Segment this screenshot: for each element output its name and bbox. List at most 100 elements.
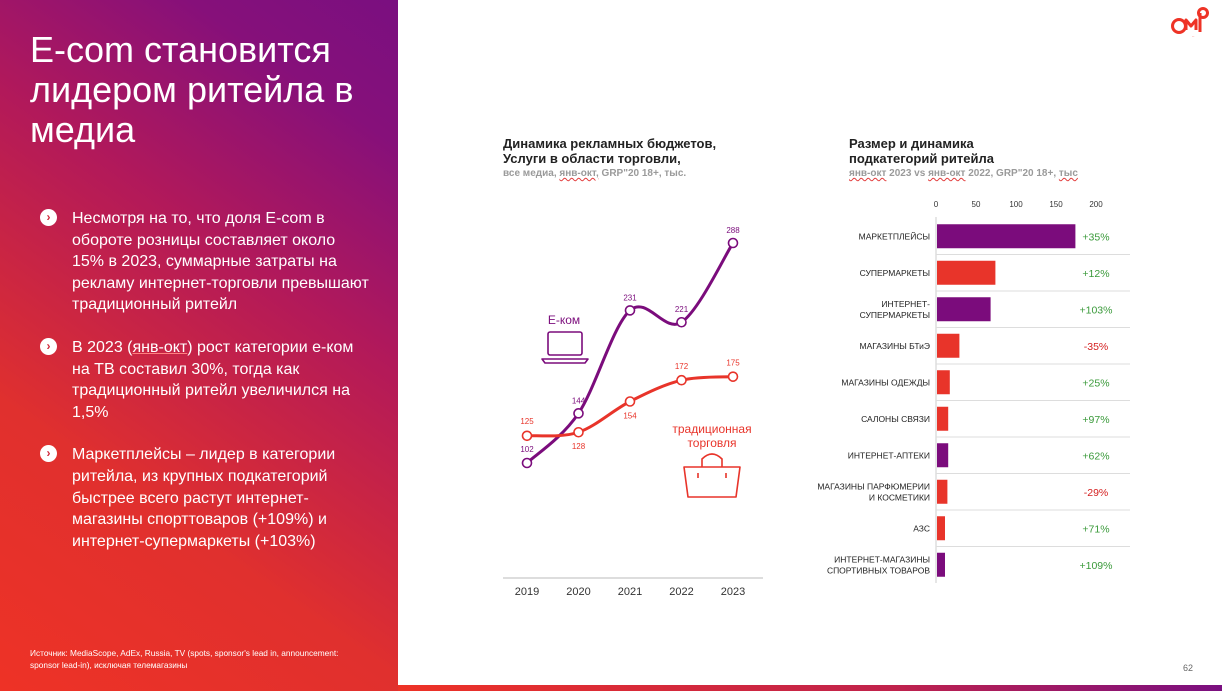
bar (937, 370, 950, 395)
bag-handle (701, 453, 723, 467)
bar (937, 443, 949, 468)
retail-point (521, 430, 533, 442)
bullet-text: Маркетплейсы – лидер в категории ритейла… (72, 446, 336, 550)
retail-data-label: 172 (675, 362, 689, 371)
ecom-point (676, 316, 687, 328)
ecom-data-label: 221 (675, 305, 689, 314)
x-tick-label: 2020 (566, 586, 590, 598)
bar-chart: 0 50 100 150 200 МАРКЕТПЛЕЙСЫ +35% СУПЕРМАРКЕТЫ… (817, 200, 1130, 583)
bullet-item: › В 2023 (янв-окт) рост категории е-ком … (40, 337, 370, 423)
retail-data-label: 154 (623, 411, 637, 420)
ecom-point (727, 237, 739, 249)
left-panel: E-com становится лидером ритейла в медиа… (0, 0, 398, 691)
x-tick-label: 2023 (721, 586, 745, 598)
legend-retail-label-1: традиционная (672, 422, 751, 436)
bar (937, 406, 949, 431)
bar (937, 224, 1076, 249)
page-number: 62 (1183, 663, 1194, 673)
line-chart-title: Динамика рекламных бюджетов, Услуги в об… (503, 136, 773, 181)
retail-point (676, 374, 687, 386)
change-label: +109% (1080, 560, 1113, 572)
x-tick-label: 0 (934, 200, 939, 209)
change-label: -29% (1084, 487, 1109, 499)
ecom-point (573, 408, 584, 419)
retail-data-label: 175 (726, 359, 740, 368)
category-label: ИНТЕРНЕТ- (881, 299, 930, 309)
line-chart-title-1: Динамика рекламных бюджетов, (503, 136, 717, 151)
category-label: СПОРТИВНЫХ ТОВАРОВ (827, 565, 930, 575)
laptop-icon (541, 331, 589, 364)
category-label: СУПЕРМАРКЕТЫ (860, 268, 930, 278)
category-label: МАГАЗИНЫ ОДЕЖДЫ (841, 377, 930, 387)
period-underlined: янв-окт (132, 338, 188, 356)
retail-point (624, 396, 636, 407)
chevron-right-icon: › (40, 337, 57, 355)
category-label: САЛОНЫ СВЯЗИ (861, 414, 930, 424)
x-tick-label: 100 (1009, 200, 1023, 209)
line-chart-title-2: Услуги в области торговли, (503, 151, 681, 166)
line-chart-subtitle: все медиа, янв-окт, GRP"20 18+, тыс. (503, 168, 687, 179)
category-label: И КОСМЕТИКИ (869, 492, 930, 502)
bag-body (683, 466, 741, 498)
retail-point (573, 426, 584, 438)
chevron-right-icon: › (40, 209, 57, 226)
laptop-base (541, 358, 589, 364)
x-tick-label: 150 (1049, 200, 1063, 209)
change-label: +12% (1082, 268, 1109, 280)
bottom-accent-bar (398, 685, 1222, 691)
shopping-bag-icon (683, 453, 741, 498)
bullet-item: › Несмотря на то, что доля E-com в оборо… (40, 208, 370, 316)
omr-logo: ОМР (1171, 7, 1209, 38)
line-chart: 2019 2020 2021 2022 2023 102 144 231 221 288 125 12… (503, 226, 763, 598)
bar (937, 333, 960, 358)
bar-chart-title-2: подкатегорий ритейла (849, 151, 994, 166)
bullet-text: Несмотря на то, что доля E-com в обороте… (72, 210, 369, 314)
chevron-right-icon: › (40, 445, 57, 463)
change-label: +103% (1080, 304, 1113, 316)
laptop-screen (547, 331, 583, 356)
retail-data-label: 125 (520, 417, 534, 426)
ecom-data-label: 288 (726, 226, 740, 235)
legend-retail-label-2: торговля (687, 436, 736, 450)
retail-point (727, 371, 739, 382)
category-label: МАГАЗИНЫ ПАРФЮМЕРИИ (817, 481, 930, 491)
legend-ecom-label: Е-ком (548, 313, 580, 327)
category-label: СУПЕРМАРКЕТЫ (860, 310, 930, 320)
change-label: +71% (1082, 523, 1109, 535)
bar (937, 297, 991, 322)
ecom-data-label: 144 (572, 396, 586, 405)
bar-chart-title-1: Размер и динамика (849, 136, 974, 151)
change-label: +97% (1082, 414, 1109, 426)
ecom-point (624, 305, 636, 316)
bar (937, 479, 948, 504)
bar (937, 260, 996, 285)
change-label: +25% (1082, 377, 1109, 389)
category-label: МАГАЗИНЫ БТиЭ (860, 341, 931, 351)
change-label: +35% (1082, 231, 1109, 243)
x-tick-label: 2021 (618, 586, 642, 598)
bar-chart-subtitle: янв-окт 2023 vs янв-окт 2022, GRP"20 18+… (849, 168, 1078, 179)
logo-text: ОМР (1192, 36, 1195, 38)
ecom-point (521, 457, 533, 469)
bullet-text: В 2023 (янв-окт) рост категории е-ком на… (72, 338, 354, 421)
category-label: МАРКЕТПЛЕЙСЫ (859, 230, 930, 241)
bar (937, 516, 945, 541)
retail-data-label: 128 (572, 442, 586, 451)
bar (937, 552, 945, 577)
change-label: +62% (1082, 450, 1109, 462)
x-tick-label: 2022 (669, 586, 693, 598)
bullet-item: › Маркетплейсы – лидер в категории ритей… (40, 444, 370, 552)
source-note: Источник: MediaScope, AdEx, Russia, TV (… (30, 648, 339, 670)
category-label: ИНТЕРНЕТ-АПТЕКИ (848, 450, 930, 460)
ecom-data-label: 102 (520, 445, 534, 454)
x-tick-label: 200 (1089, 200, 1103, 209)
change-label: -35% (1084, 341, 1109, 353)
x-tick-label: 50 (972, 200, 981, 209)
bullet-list: › Несмотря на то, что доля E-com в оборо… (40, 208, 370, 552)
ecom-data-label: 231 (623, 293, 637, 302)
category-label: ИНТЕРНЕТ-МАГАЗИНЫ (834, 554, 930, 564)
x-tick-label: 2019 (515, 586, 539, 598)
page-title: E-com становится лидером ритейла в медиа (30, 29, 354, 150)
bar-chart-title: Размер и динамика подкатегорий ритейла я… (849, 136, 1149, 181)
category-label: АЗС (913, 523, 930, 533)
